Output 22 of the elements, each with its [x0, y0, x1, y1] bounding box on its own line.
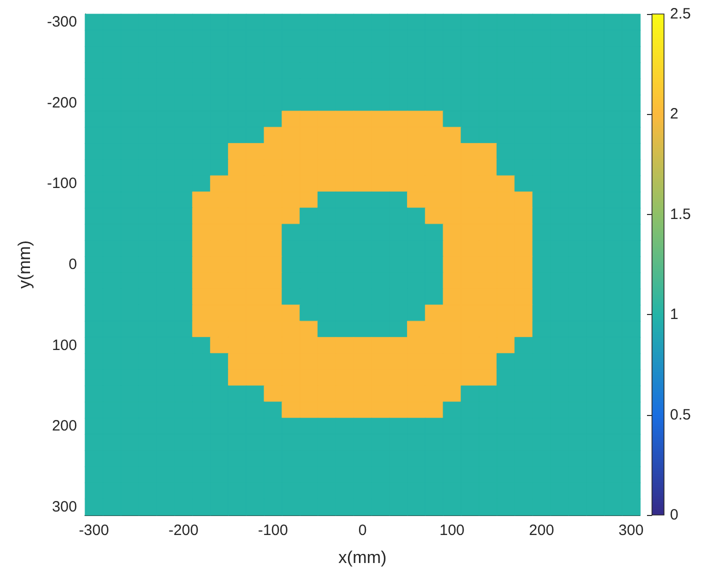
color-bar-label: 0: [670, 506, 678, 524]
x-tick-label: 300: [618, 522, 644, 539]
x-axis-title: x(mm): [338, 548, 387, 567]
color-bar-label: 1: [670, 306, 678, 324]
color-bar-label: 0.5: [670, 406, 691, 424]
color-bar-label: 2.5: [670, 6, 691, 22]
color-bar-label: 1.5: [670, 206, 691, 223]
color-bar-label: 2: [670, 106, 678, 123]
x-tick-label: 100: [440, 522, 465, 539]
y-tick-label: -300: [46, 14, 77, 31]
y-tick-label: -100: [46, 175, 77, 192]
y-tick-label: 300: [52, 498, 77, 516]
x-tick-label: -200: [168, 522, 198, 539]
x-tick-label: -300: [78, 522, 109, 539]
y-axis-title: y(mm): [15, 240, 34, 289]
x-tick-label: -100: [258, 522, 288, 539]
y-tick-label: 100: [52, 336, 77, 354]
y-tick-label: -200: [46, 94, 77, 112]
x-tick-label: 200: [529, 522, 554, 539]
y-tick-label: 200: [52, 418, 77, 435]
y-tick-label: 0: [68, 256, 77, 273]
x-tick-label: 0: [358, 522, 367, 539]
